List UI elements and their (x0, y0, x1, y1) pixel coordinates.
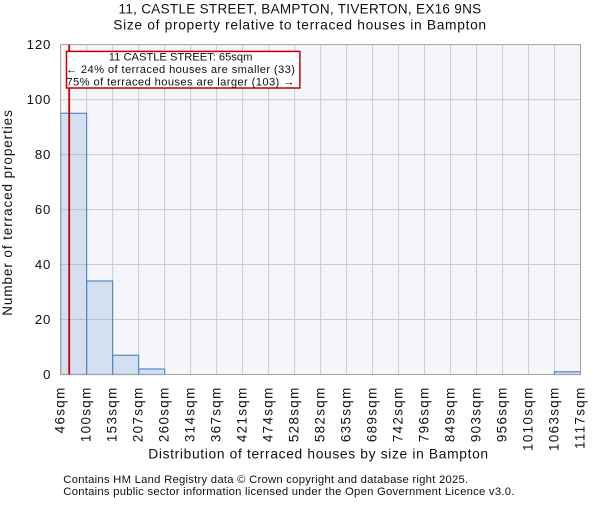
svg-text:260sqm: 260sqm (156, 386, 171, 442)
svg-text:689sqm: 689sqm (364, 386, 379, 442)
svg-text:742sqm: 742sqm (390, 386, 405, 442)
svg-text:20: 20 (35, 312, 51, 327)
svg-text:46sqm: 46sqm (52, 386, 67, 433)
svg-text:1063sqm: 1063sqm (546, 386, 561, 451)
svg-text:903sqm: 903sqm (468, 386, 483, 442)
svg-text:474sqm: 474sqm (260, 386, 275, 442)
svg-text:80: 80 (35, 147, 51, 162)
svg-text:796sqm: 796sqm (416, 386, 431, 442)
svg-text:314sqm: 314sqm (182, 386, 197, 442)
svg-text:Size of property relative to t: Size of property relative to terraced ho… (113, 17, 487, 32)
svg-text:207sqm: 207sqm (130, 386, 145, 442)
svg-text:11 CASTLE STREET: 65sqm: 11 CASTLE STREET: 65sqm (109, 52, 253, 64)
svg-text:120: 120 (27, 37, 52, 52)
svg-text:75% of terraced houses are lar: 75% of terraced houses are larger (103) … (66, 76, 294, 88)
svg-text:1010sqm: 1010sqm (520, 386, 535, 451)
svg-text:40: 40 (35, 257, 51, 272)
svg-text:60: 60 (35, 202, 51, 217)
svg-text:153sqm: 153sqm (104, 386, 119, 442)
svg-text:11, CASTLE STREET, BAMPTON, TI: 11, CASTLE STREET, BAMPTON, TIVERTON, EX… (119, 2, 482, 17)
svg-text:635sqm: 635sqm (338, 386, 353, 442)
svg-text:1117sqm: 1117sqm (572, 386, 587, 449)
svg-text:582sqm: 582sqm (312, 386, 327, 442)
svg-text:← 24% of terraced houses are s: ← 24% of terraced houses are smaller (33… (66, 64, 295, 76)
svg-text:849sqm: 849sqm (442, 386, 457, 442)
svg-text:100: 100 (27, 92, 52, 107)
svg-text:528sqm: 528sqm (286, 386, 301, 442)
svg-text:Contains public sector informa: Contains public sector information licen… (63, 486, 514, 498)
svg-text:Contains HM Land Registry data: Contains HM Land Registry data © Crown c… (63, 474, 468, 486)
svg-text:421sqm: 421sqm (234, 386, 249, 442)
svg-text:100sqm: 100sqm (78, 386, 93, 442)
svg-text:956sqm: 956sqm (494, 386, 509, 442)
svg-text:Distribution of terraced house: Distribution of terraced houses by size … (148, 447, 489, 462)
svg-text:367sqm: 367sqm (208, 386, 223, 442)
svg-text:Number of terraced properties: Number of terraced properties (0, 109, 15, 315)
svg-text:0: 0 (43, 367, 51, 382)
